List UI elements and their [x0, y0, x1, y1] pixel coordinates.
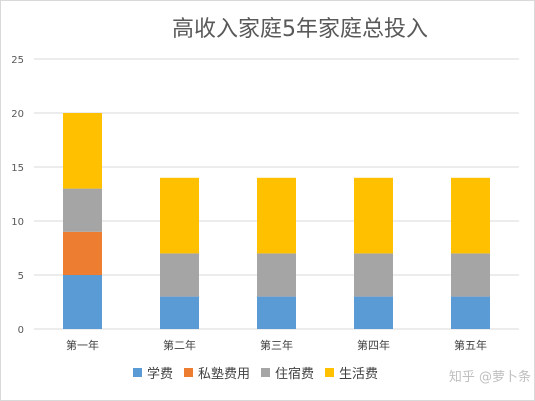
- legend: 学费 私塾费用 住宿费 生活费: [133, 366, 378, 382]
- bar-segment-2-3: [257, 177, 296, 254]
- bar-segment-3-2: [354, 253, 393, 297]
- x-axis: 第一年 第二年 第三年 第四年 第五年: [66, 338, 487, 352]
- x-tick-label: 第五年: [454, 338, 487, 352]
- bar-segment-2-2: [257, 253, 296, 297]
- x-tick-label: 第一年: [66, 338, 99, 352]
- legend-label-2: 住宿费: [275, 366, 314, 382]
- legend-label-0: 学费: [147, 366, 173, 382]
- x-tick-label: 第二年: [163, 338, 196, 352]
- y-tick-label: 20: [11, 109, 24, 120]
- legend-swatch-1: [184, 368, 193, 377]
- x-tick-label: 第四年: [357, 338, 390, 352]
- x-tick-label: 第三年: [260, 338, 293, 352]
- bar-segment-3-3: [354, 177, 393, 254]
- watermark: 知乎 @萝卜条: [449, 369, 531, 385]
- bar-segment-0-3: [63, 113, 102, 189]
- y-tick-label: 5: [18, 271, 24, 282]
- bar-segment-2-0: [257, 296, 296, 329]
- bar-segment-4-3: [451, 177, 490, 254]
- legend-swatch-0: [133, 368, 142, 377]
- chart-title: 高收入家庭5年家庭总投入: [172, 17, 428, 42]
- bar-segment-1-2: [160, 253, 199, 297]
- legend-label-1: 私塾费用: [198, 366, 250, 382]
- bar-segment-4-2: [451, 253, 490, 297]
- bar-segment-4-0: [451, 296, 490, 329]
- legend-swatch-3: [325, 368, 334, 377]
- gridlines: [34, 58, 519, 330]
- bar-segment-0-0: [63, 275, 102, 329]
- bars: [63, 113, 490, 329]
- y-tick-label: 15: [11, 163, 24, 174]
- y-tick-label: 10: [11, 217, 24, 228]
- bar-segment-1-3: [160, 177, 199, 254]
- legend-label-3: 生活费: [339, 367, 378, 382]
- bar-segment-0-2: [63, 188, 102, 232]
- y-tick-label: 0: [18, 325, 24, 336]
- y-axis: 0 5 10 15 20 25: [11, 55, 24, 336]
- y-tick-label: 25: [11, 55, 24, 66]
- bar-segment-0-1: [63, 231, 102, 275]
- bar-segment-1-0: [160, 296, 199, 329]
- bar-segment-3-0: [354, 296, 393, 329]
- legend-swatch-2: [261, 368, 270, 377]
